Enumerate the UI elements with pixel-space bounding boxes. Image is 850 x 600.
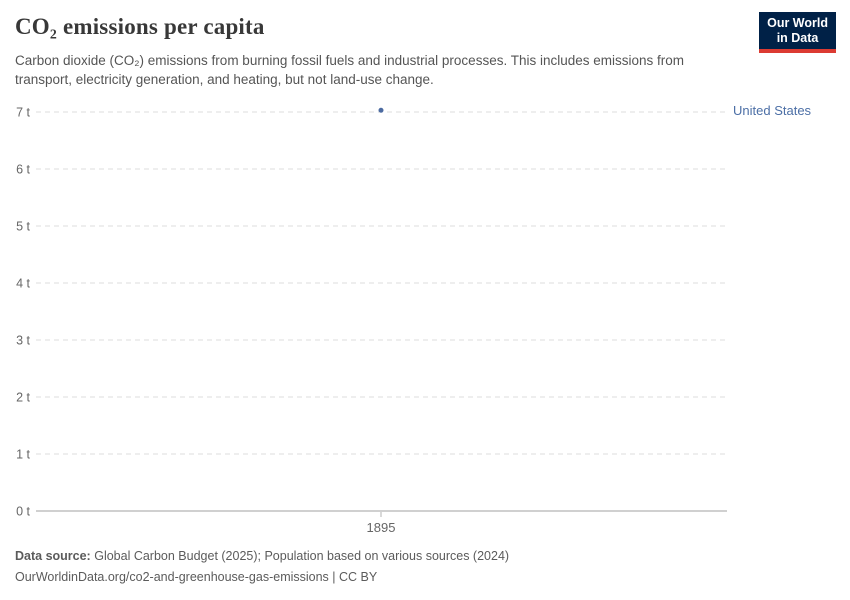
data-source-line: Data source: Global Carbon Budget (2025)… — [15, 548, 509, 564]
owid-logo-line1: Our World — [767, 16, 828, 30]
owid-logo[interactable]: Our World in Data — [759, 12, 836, 53]
y-tick-label: 1 t — [16, 448, 30, 462]
y-tick-label: 2 t — [16, 391, 30, 405]
y-tick-label: 4 t — [16, 277, 30, 291]
page-title: CO₂ emissions per capita — [15, 14, 265, 39]
entity-label[interactable]: United States — [733, 103, 812, 118]
data-source-text: Global Carbon Budget (2025); Population … — [94, 549, 510, 563]
x-tick-label: 1895 — [367, 520, 396, 535]
owid-logo-line2: in Data — [776, 31, 819, 45]
y-tick-label: 3 t — [16, 334, 30, 348]
y-tick-label: 6 t — [16, 163, 30, 177]
y-tick-label: 0 t — [16, 505, 30, 519]
y-tick-label: 7 t — [16, 106, 30, 120]
chart-subtitle: Carbon dioxide (CO₂) emissions from burn… — [15, 53, 685, 87]
data-source-label: Data source: — [15, 549, 91, 563]
data-point-united-states[interactable] — [378, 107, 384, 113]
y-tick-label: 5 t — [16, 220, 30, 234]
citation-line: OurWorldinData.org/co2-and-greenhouse-ga… — [15, 570, 378, 584]
